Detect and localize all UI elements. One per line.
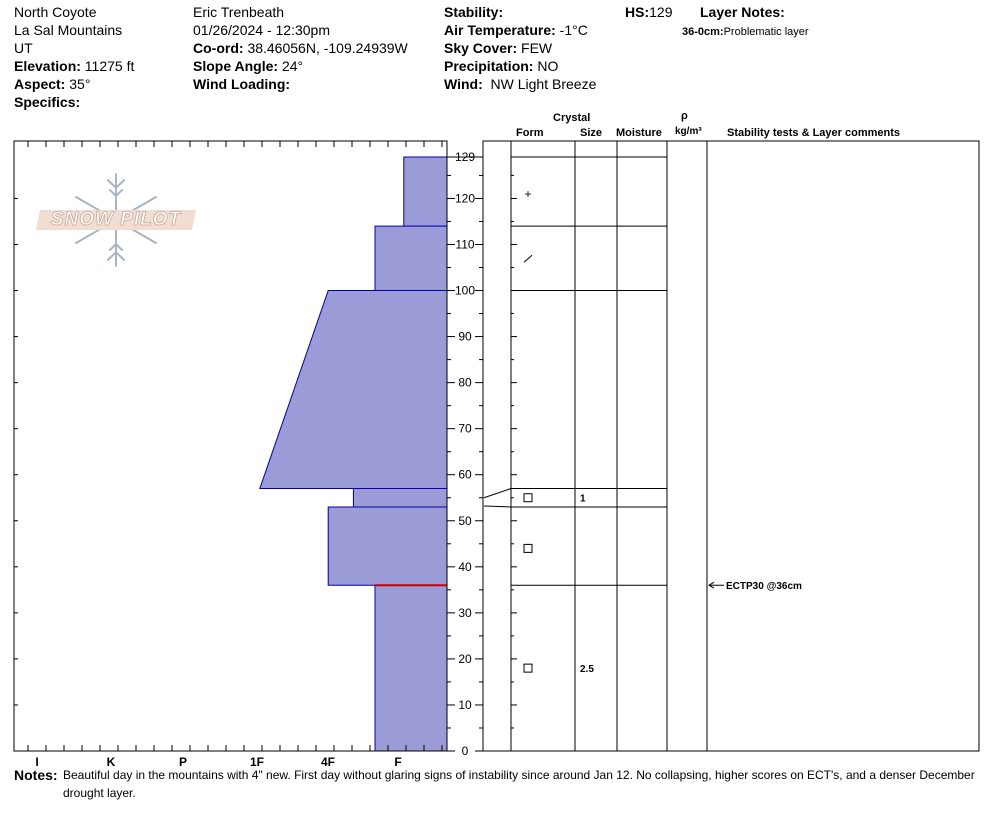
y-tick-label-90: 90 xyxy=(458,330,472,344)
elevation-label: Elevation: xyxy=(14,58,81,74)
hardness-layer-0 xyxy=(403,156,448,227)
crystal-header: Crystal xyxy=(553,112,591,124)
precip-value: NO xyxy=(537,58,559,74)
y-tick-label-70: 70 xyxy=(458,422,472,436)
elevation: Elevation: 11275 ft xyxy=(14,57,134,75)
y-tick-label-10: 10 xyxy=(458,698,472,712)
specifics-label: Specifics: xyxy=(14,94,81,110)
wind-loading-label: Wind Loading: xyxy=(193,76,291,92)
coord-label: Co-ord: xyxy=(193,40,244,56)
slope-angle: Slope Angle: 24° xyxy=(193,57,303,75)
connector-53 xyxy=(483,505,512,508)
mountain-range: La Sal Mountains xyxy=(14,22,123,38)
state: UT xyxy=(14,40,33,56)
coordinates: Co-ord: 38.46056N, -109.24939W xyxy=(193,39,408,57)
y-tick-label-0: 0 xyxy=(462,744,469,758)
precipitation: Precipitation: NO xyxy=(444,57,558,75)
aspect-label: Aspect: xyxy=(14,76,66,92)
stability: Stability: xyxy=(444,3,503,21)
form-header: Form xyxy=(516,127,544,139)
slope-label: Slope Angle: xyxy=(193,58,279,74)
size-header: Size xyxy=(580,127,603,139)
sky-label: Sky Cover: xyxy=(444,40,518,56)
sky-value: FEW xyxy=(521,40,553,56)
crystal-size-4: 2.5 xyxy=(580,664,594,675)
slope-value: 24° xyxy=(281,58,304,74)
elevation-value: 11275 ft xyxy=(84,58,135,74)
hardness-layer-1 xyxy=(374,225,448,292)
wind-value: NW Light Breeze xyxy=(490,76,597,92)
y-tick-label-20: 20 xyxy=(458,652,472,666)
stability-arrowhead-0 xyxy=(708,581,715,589)
x-tick-label-4F: 4F xyxy=(321,755,335,769)
density-unit: kg/m³ xyxy=(675,126,702,137)
moisture-header: Moisture xyxy=(616,127,662,139)
y-tick-label-100: 100 xyxy=(455,284,475,298)
crystal-form-fragment-1 xyxy=(523,254,533,263)
location: North Coyote xyxy=(14,4,97,20)
crystal-form-faceted-2 xyxy=(523,493,533,503)
x-tick-label-I: I xyxy=(35,755,38,769)
layer-note-range: 36-0cm: xyxy=(682,26,724,38)
y-tick-label-120: 120 xyxy=(455,191,475,205)
logo-text: SNOW PILOT xyxy=(50,209,182,231)
layer-note-text: Problematic layer xyxy=(723,26,809,38)
air-temp-value: -1°C xyxy=(559,22,588,38)
crystal-size-2: 1 xyxy=(580,494,586,505)
aspect: Aspect: 35° xyxy=(14,75,90,93)
hs-label: HS: xyxy=(625,4,650,20)
stability-test-0: ECTP30 @36cm xyxy=(726,581,802,592)
y-tick-label-40: 40 xyxy=(458,560,472,574)
coord-value: 38.46056N, -109.24939W xyxy=(247,40,408,56)
wind-loading: Wind Loading: xyxy=(193,75,290,93)
air-temp-label: Air Temperature: xyxy=(444,22,556,38)
aspect-value: 35° xyxy=(69,76,91,92)
snowpilot-logo: SNOW PILOT xyxy=(35,170,197,270)
layer-note: 36-0cm:Problematic layer xyxy=(682,23,809,41)
x-tick-label-P: P xyxy=(179,755,187,769)
stability-comments-header: Stability tests & Layer comments xyxy=(727,127,901,139)
x-tick-label-1F: 1F xyxy=(250,755,264,769)
crystal-form-faceted-4 xyxy=(523,663,533,673)
sky-cover: Sky Cover: FEW xyxy=(444,39,552,57)
crystal-form-faceted-3 xyxy=(523,543,533,553)
hardness-layer-5 xyxy=(374,584,448,752)
layers-frame xyxy=(482,140,980,752)
y-tick-label-80: 80 xyxy=(458,376,472,390)
wind-label: Wind: xyxy=(444,76,483,92)
y-tick-label-60: 60 xyxy=(458,468,472,482)
y-tick-label-129: 129 xyxy=(455,150,475,164)
y-tick-label-110: 110 xyxy=(455,237,474,251)
precip-label: Precipitation: xyxy=(444,58,534,74)
hardness-layer-2 xyxy=(259,290,448,490)
observer: Eric Trenbeath xyxy=(193,4,285,20)
connector-57 xyxy=(483,488,512,499)
notes-text: Beautiful day in the mountains with 4" n… xyxy=(63,768,975,800)
hs-value: 129 xyxy=(649,4,673,20)
datetime: 01/26/2024 - 12:30pm xyxy=(193,22,330,38)
crystal-form-0: + xyxy=(524,187,531,201)
density-symbol: ρ xyxy=(681,110,688,122)
x-tick-label-K: K xyxy=(107,755,116,769)
x-tick-label-F: F xyxy=(394,755,401,769)
y-tick-label-30: 30 xyxy=(458,606,472,620)
air-temperature: Air Temperature: -1°C xyxy=(444,21,588,39)
hardness-layer-3 xyxy=(352,488,448,508)
hardness-layer-4 xyxy=(327,506,448,586)
wind: Wind: NW Light Breeze xyxy=(444,75,596,93)
y-tick-label-50: 50 xyxy=(458,514,472,528)
hardness-frame xyxy=(13,140,448,752)
layer-notes-label: Layer Notes: xyxy=(700,4,785,20)
stability-label: Stability: xyxy=(444,4,504,20)
snow-height: HS:129 xyxy=(625,3,672,21)
notes-label: Notes: xyxy=(14,767,58,783)
